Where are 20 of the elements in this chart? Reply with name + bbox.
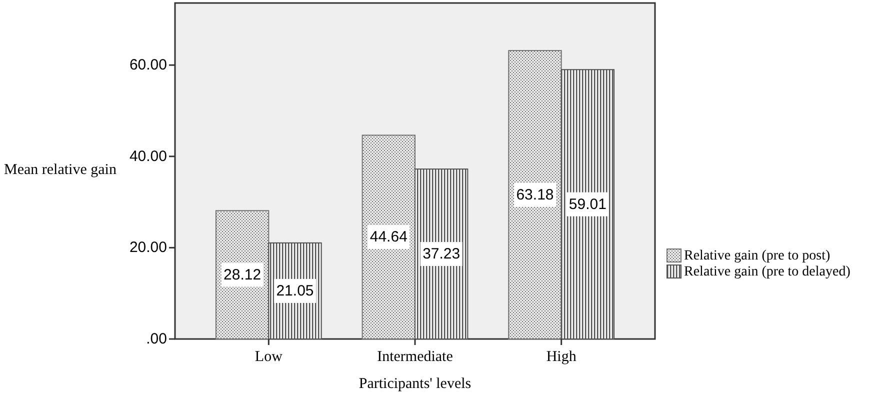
bar <box>362 134 416 340</box>
y-axis-title: Mean relative gain <box>4 162 117 178</box>
data-label: 28.12 <box>224 266 262 284</box>
bar <box>560 69 615 340</box>
data-label: 44.64 <box>370 228 408 246</box>
data-label: 37.23 <box>422 246 460 263</box>
x-tick-label: High <box>546 349 577 365</box>
legend-label: Relative gain (pre to delayed) <box>684 264 851 280</box>
x-tick-label: Low <box>254 349 283 365</box>
data-label: 63.18 <box>516 186 554 204</box>
y-tick-label: .00 <box>146 330 167 348</box>
bar <box>508 50 562 340</box>
data-label: 59.01 <box>568 196 606 213</box>
y-tick-label: 20.00 <box>129 239 167 256</box>
data-label: 21.05 <box>276 282 314 300</box>
y-tick-label: 60.00 <box>129 56 167 74</box>
x-tick-label: Intermediate <box>377 349 454 365</box>
x-axis-title: Participants' levels <box>358 376 472 392</box>
legend-label: Relative gain (pre to post) <box>684 248 831 264</box>
y-tick-label: 40.00 <box>129 148 167 165</box>
